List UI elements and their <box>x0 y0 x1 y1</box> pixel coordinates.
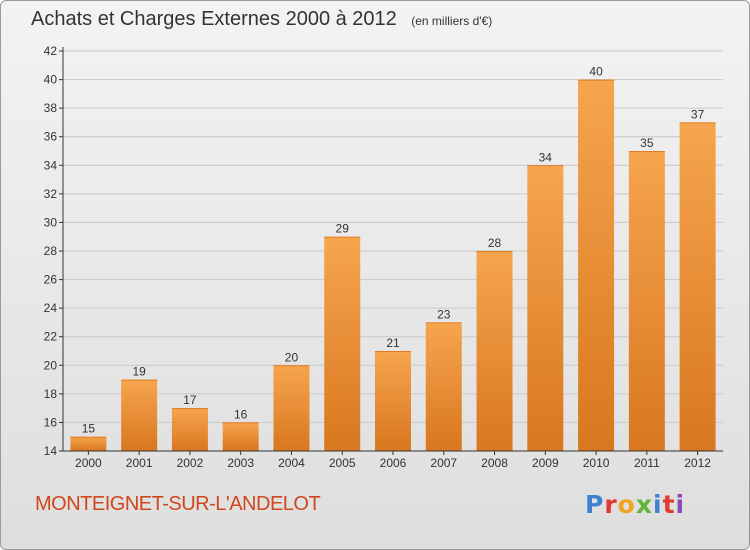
brand-logo-letter: P <box>585 490 605 519</box>
x-tick-label-2010: 2010 <box>583 456 610 470</box>
y-tick-label: 40 <box>44 73 58 87</box>
value-label-2006: 21 <box>386 336 400 350</box>
x-tick-label-2004: 2004 <box>278 456 305 470</box>
x-tick-label-2002: 2002 <box>177 456 204 470</box>
title-row: Achats et Charges Externes 2000 à 2012 (… <box>31 8 492 31</box>
x-tick-label-2011: 2011 <box>634 456 660 470</box>
x-tick-label-2003: 2003 <box>227 456 254 470</box>
bar-2002 <box>171 408 208 451</box>
value-label-2005: 29 <box>336 222 350 236</box>
bar-2000 <box>70 436 107 451</box>
bar-2009 <box>527 165 564 452</box>
y-tick-label: 28 <box>44 244 58 258</box>
bar-2003 <box>222 422 259 451</box>
x-tick-label-2007: 2007 <box>430 456 457 470</box>
value-label-2001: 19 <box>132 365 146 379</box>
y-tick-label: 38 <box>44 101 58 115</box>
value-label-2002: 17 <box>183 393 197 407</box>
y-tick-label: 18 <box>44 387 58 401</box>
axis-layer <box>59 47 723 455</box>
brand-logo-letter: x <box>635 490 653 519</box>
value-label-2004: 20 <box>285 350 299 364</box>
x-tick-label-2001: 2001 <box>126 456 153 470</box>
x-tick-label-2008: 2008 <box>481 456 508 470</box>
y-tick-label: 20 <box>44 358 58 372</box>
value-label-2000: 15 <box>82 422 96 436</box>
x-tick-label-2000: 2000 <box>75 456 102 470</box>
bar-2011 <box>628 151 665 451</box>
bar-2005 <box>324 236 361 451</box>
value-label-2009: 34 <box>539 150 553 164</box>
y-tick-label: 24 <box>44 301 58 315</box>
y-tick-label: 14 <box>44 444 58 458</box>
y-tick-label: 22 <box>44 330 58 344</box>
brand-logo-letter: i <box>675 490 686 519</box>
bar-2007 <box>425 322 462 451</box>
bar-2001 <box>121 379 158 451</box>
x-tick-label-2006: 2006 <box>380 456 407 470</box>
y-tick-label: 32 <box>44 187 58 201</box>
brand-logo: Proxiti <box>585 490 685 519</box>
label-layer: 14 16 18 20 22 24 26 28 30 32 34 36 38 40 42 15 2000 19 20… <box>44 44 712 470</box>
bar-2008 <box>476 251 513 451</box>
brand-logo-letter: r <box>604 490 618 519</box>
x-tick-label-2009: 2009 <box>532 456 559 470</box>
y-tick-label: 16 <box>44 415 58 429</box>
value-label-2010: 40 <box>589 65 603 79</box>
value-label-2008: 28 <box>488 236 502 250</box>
chart-title: Achats et Charges Externes 2000 à 2012 <box>31 8 397 30</box>
y-tick-label: 30 <box>44 215 58 229</box>
bar-2006 <box>375 351 411 451</box>
bar-2010 <box>578 79 615 452</box>
place-name: MONTEIGNET-SUR-L'ANDELOT <box>35 493 321 515</box>
value-label-2011: 35 <box>640 136 654 150</box>
y-tick-label: 42 <box>44 44 58 58</box>
x-tick-label-2005: 2005 <box>329 456 356 470</box>
value-label-2007: 23 <box>437 307 451 321</box>
bar-2004 <box>273 365 310 451</box>
y-tick-label: 26 <box>44 273 58 287</box>
brand-logo-letter: o <box>617 490 636 519</box>
y-tick-label: 34 <box>44 158 58 172</box>
bar-layer <box>70 79 716 452</box>
value-label-2012: 37 <box>691 107 705 121</box>
brand-logo-letter: t <box>662 490 676 519</box>
chart-subtitle: (en milliers d'€) <box>411 14 493 28</box>
x-tick-label-2012: 2012 <box>684 456 711 470</box>
brand-logo-letter: i <box>653 490 663 519</box>
bar-2012 <box>679 122 716 451</box>
value-label-2003: 16 <box>234 407 248 421</box>
y-tick-label: 36 <box>44 130 58 144</box>
